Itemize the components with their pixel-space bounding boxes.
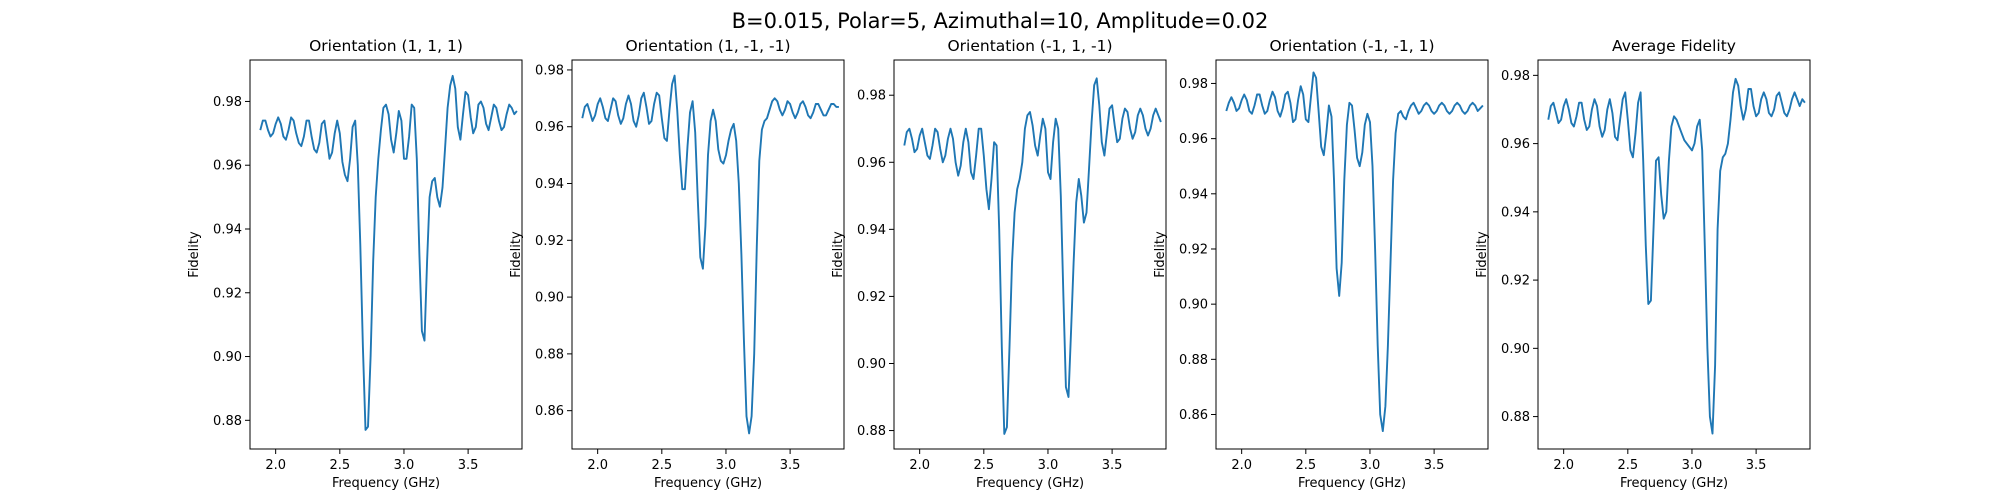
y-tick-label: 0.96 — [857, 156, 886, 171]
x-tick-label: 3.5 — [458, 458, 479, 473]
y-tick-label: 0.88 — [1179, 353, 1208, 368]
plot-area-frame — [1537, 59, 1811, 450]
y-tick-label: 0.92 — [1179, 242, 1208, 257]
x-tick-label: 3.0 — [394, 458, 415, 473]
plot-area-frame — [571, 59, 845, 450]
y-tick-label: 0.94 — [213, 222, 242, 237]
x-tick-label: 2.0 — [1553, 458, 1574, 473]
x-tick-label: 2.5 — [651, 458, 672, 473]
x-axis-label: Frequency (GHz) — [332, 476, 440, 491]
x-tick-label: 2.5 — [973, 458, 994, 473]
x-tick-label: 3.0 — [1038, 458, 1059, 473]
x-tick-label: 2.0 — [1231, 458, 1252, 473]
x-tick-label: 2.0 — [909, 458, 930, 473]
subplot-2: Orientation (1, -1, -1) 2.0 2.5 3.0 3.5 0.86 0… — [509, 37, 845, 491]
y-tick-label: 0.96 — [1179, 132, 1208, 147]
x-axis-label: Frequency (GHz) — [654, 476, 762, 491]
x-tick-label: 3.5 — [1424, 458, 1445, 473]
y-tick-label: 0.92 — [213, 286, 242, 301]
x-tick-label: 3.5 — [1102, 458, 1123, 473]
y-tick-label: 0.92 — [857, 290, 886, 305]
plot-area-frame — [1215, 59, 1489, 450]
x-tick-label: 3.0 — [1360, 458, 1381, 473]
x-tick-label: 2.5 — [1617, 458, 1638, 473]
y-tick-label: 0.98 — [857, 89, 886, 104]
y-tick-label: 0.94 — [1501, 205, 1530, 220]
subplot-5: Average Fidelity 2.0 2.5 3.0 3.5 0.88 0.90 0.92… — [1475, 37, 1811, 491]
y-axis-label: Fidelity — [1475, 231, 1490, 278]
x-axis-label: Frequency (GHz) — [976, 476, 1084, 491]
x-tick-label: 3.0 — [716, 458, 737, 473]
subplot-3: Orientation (-1, 1, -1) 2.0 2.5 3.0 3.5 0.88 0… — [831, 37, 1167, 491]
x-tick-label: 2.5 — [329, 458, 350, 473]
x-axis-label: Frequency (GHz) — [1298, 476, 1406, 491]
fidelity-line — [581, 74, 839, 435]
fidelity-line — [1225, 71, 1484, 433]
fidelity-line — [903, 77, 1162, 435]
y-tick-label: 0.90 — [857, 357, 886, 372]
y-tick-label: 0.90 — [213, 350, 242, 365]
y-tick-label: 0.90 — [1179, 298, 1208, 313]
y-tick-label: 0.98 — [213, 95, 242, 110]
y-tick-label: 0.88 — [857, 424, 886, 439]
y-tick-label: 0.94 — [535, 177, 564, 192]
y-tick-label: 0.88 — [535, 347, 564, 362]
x-tick-label: 2.0 — [265, 458, 286, 473]
y-tick-label: 0.88 — [1501, 410, 1530, 425]
y-tick-label: 0.90 — [1501, 342, 1530, 357]
fidelity-line — [1547, 77, 1806, 435]
x-axis-label: Frequency (GHz) — [1620, 476, 1728, 491]
subplot-grid: Orientation (1, 1, 1) 2.0 2.5 3.0 3.5 0.88 0.9… — [187, 37, 1811, 491]
y-axis-label: Fidelity — [187, 231, 202, 278]
y-tick-label: 0.96 — [1501, 137, 1530, 152]
y-tick-label: 0.98 — [1501, 69, 1530, 84]
y-axis-label: Fidelity — [509, 231, 524, 278]
x-tick-label: 3.5 — [1746, 458, 1767, 473]
y-tick-label: 0.98 — [1179, 77, 1208, 92]
subplot-title: Orientation (-1, 1, -1) — [947, 37, 1112, 55]
x-tick-label: 3.5 — [780, 458, 801, 473]
y-tick-label: 0.92 — [1501, 274, 1530, 289]
plot-area-frame — [893, 59, 1167, 450]
fidelity-line — [259, 74, 518, 431]
y-tick-label: 0.92 — [535, 234, 564, 249]
subplot-4: Orientation (-1, -1, 1) 2.0 2.5 3.0 3.5 0.86 0… — [1153, 37, 1489, 491]
x-tick-label: 2.5 — [1295, 458, 1316, 473]
x-tick-label: 2.0 — [587, 458, 608, 473]
y-axis-label: Fidelity — [831, 231, 846, 278]
x-tick-label: 3.0 — [1682, 458, 1703, 473]
y-tick-label: 0.94 — [857, 223, 886, 238]
y-tick-label: 0.94 — [1179, 187, 1208, 202]
y-tick-label: 0.88 — [213, 414, 242, 429]
subplot-title: Orientation (1, -1, -1) — [625, 37, 790, 55]
subplot-1: Orientation (1, 1, 1) 2.0 2.5 3.0 3.5 0.88 0.9… — [187, 37, 523, 491]
y-tick-label: 0.86 — [535, 404, 564, 419]
subplot-title: Orientation (-1, -1, 1) — [1269, 37, 1434, 55]
y-axis-label: Fidelity — [1153, 231, 1168, 278]
figure-suptitle: B=0.015, Polar=5, Azimuthal=10, Amplitud… — [732, 9, 1269, 33]
y-tick-label: 0.98 — [535, 63, 564, 78]
y-tick-label: 0.90 — [535, 291, 564, 306]
y-tick-label: 0.96 — [213, 159, 242, 174]
y-tick-label: 0.86 — [1179, 408, 1208, 423]
subplot-title: Orientation (1, 1, 1) — [309, 37, 463, 55]
subplot-title: Average Fidelity — [1612, 37, 1736, 55]
y-tick-label: 0.96 — [535, 120, 564, 135]
plot-area-frame — [249, 59, 523, 450]
